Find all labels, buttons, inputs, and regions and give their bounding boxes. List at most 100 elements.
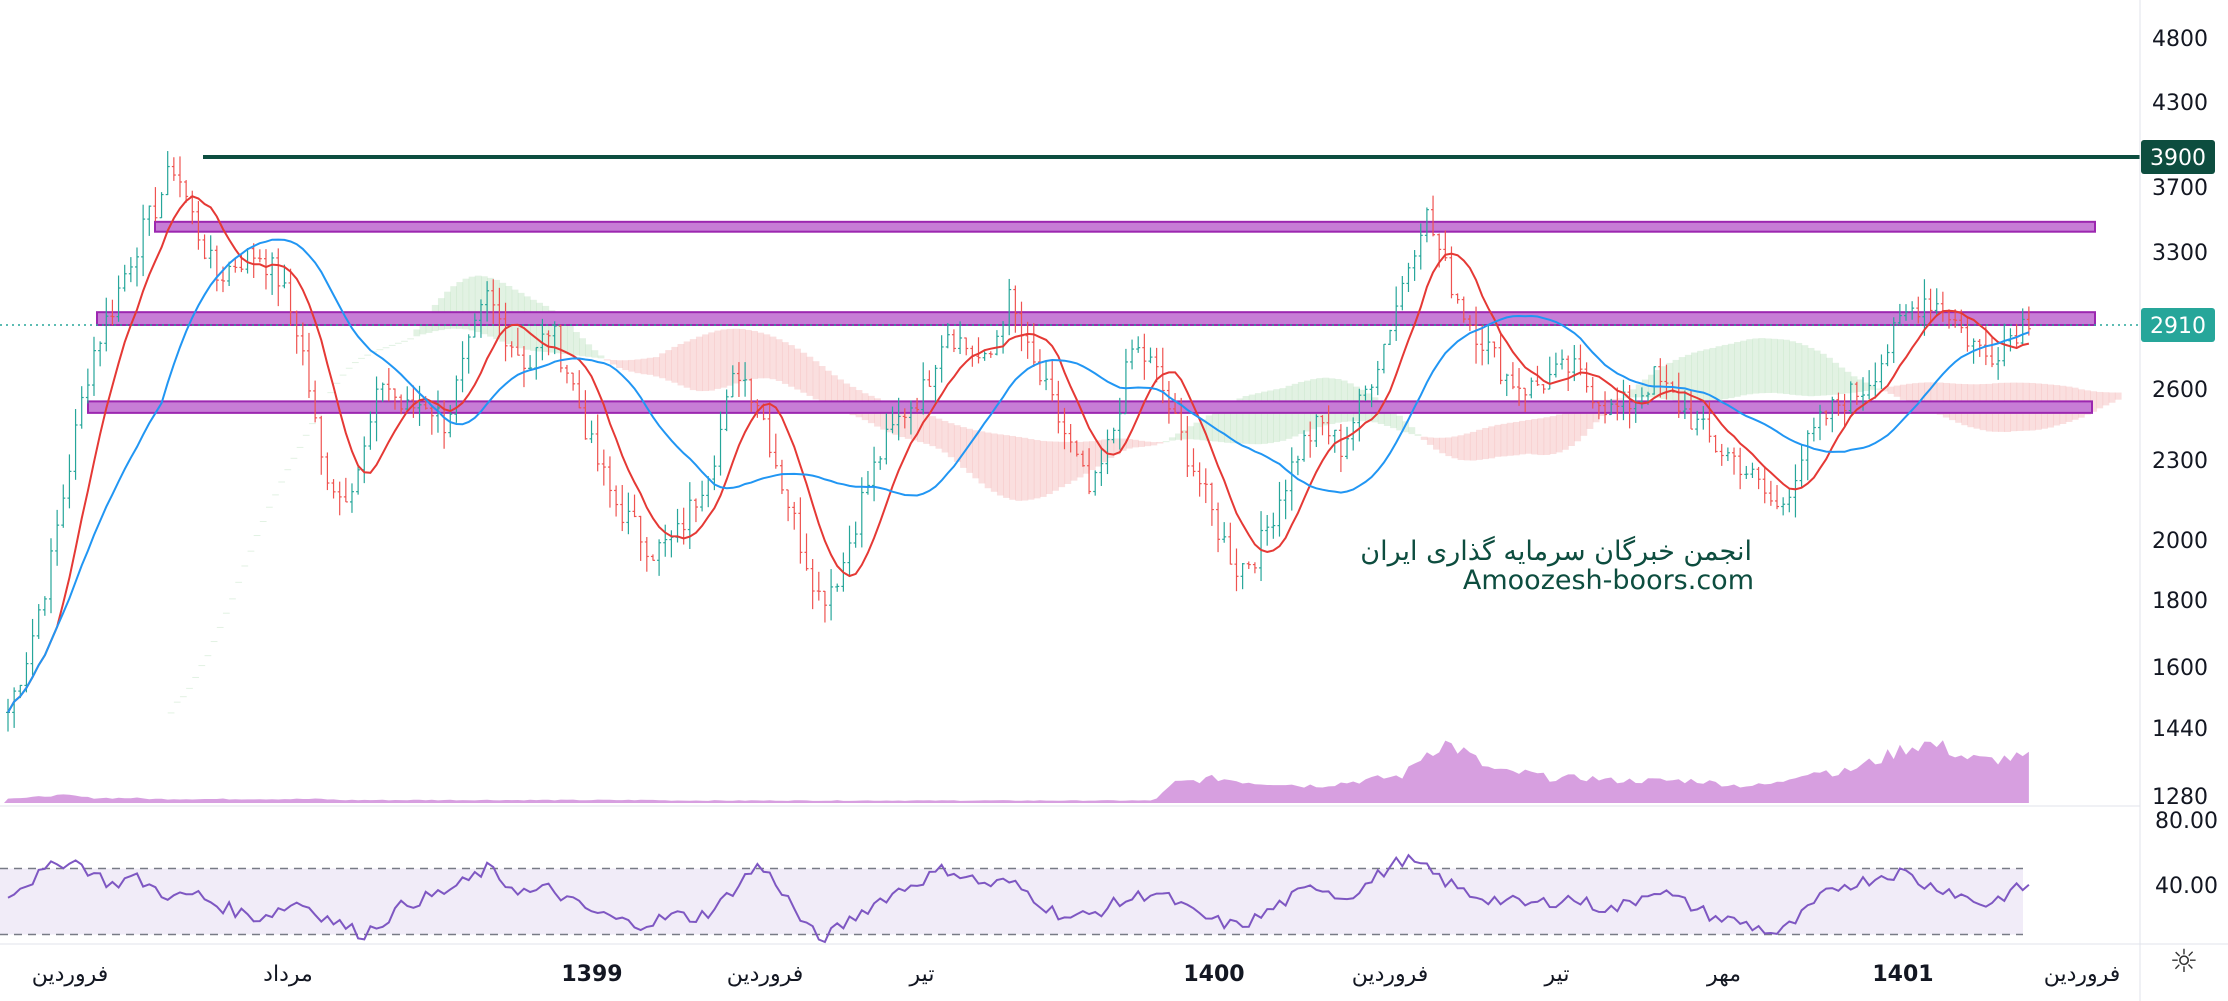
cloud-segment: [333, 382, 341, 384]
time-tick-label: فروردین: [2044, 962, 2121, 987]
cloud-segment: [714, 330, 722, 389]
cloud-segment: [1789, 341, 1797, 395]
volume-area: [4, 740, 2029, 803]
cloud-segment: [886, 402, 894, 433]
cloud-segment: [898, 405, 906, 438]
cloud-segment: [216, 626, 224, 628]
cloud-segment: [837, 379, 844, 411]
cloud-segment: [1242, 396, 1250, 444]
cloud-segment: [1807, 347, 1815, 397]
cloud-segment: [1064, 441, 1072, 484]
cloud-segment: [1672, 359, 1680, 401]
cloud-segment: [824, 370, 832, 406]
cloud-segment: [788, 345, 795, 387]
cloud-segment: [616, 360, 623, 368]
cloud-segment: [1211, 411, 1219, 442]
cloud-segment: [388, 344, 396, 346]
cloud-segment: [591, 350, 599, 358]
cloud-segment: [1396, 415, 1403, 431]
price-tick-label: 1280: [2152, 785, 2208, 810]
cloud-segment: [1777, 339, 1784, 394]
cloud-segment: [843, 383, 851, 414]
volume-fill: [4, 740, 2029, 803]
cloud-segment: [1267, 390, 1274, 444]
cloud-segment: [1162, 441, 1170, 443]
cloud-segment: [757, 332, 765, 379]
cloud-segment: [794, 348, 801, 390]
cloud-segment: [413, 329, 421, 337]
cloud-segment: [272, 494, 279, 496]
time-tick-label: 1401: [1872, 962, 1933, 987]
cloud-segment: [732, 328, 740, 384]
cloud-segment: [1666, 362, 1674, 400]
current-price-badge: [2141, 308, 2215, 342]
price-tick-label: 3300: [2152, 241, 2208, 266]
resistance-price-label: 3900: [2150, 146, 2206, 171]
cloud-segment: [1543, 417, 1551, 455]
cloud-segment: [941, 420, 949, 453]
cloud-segment: [1046, 441, 1053, 495]
cloud-segment: [1082, 441, 1090, 474]
cloud-segment: [1144, 441, 1152, 447]
cloud-segment: [966, 428, 973, 473]
cloud-segment: [1156, 441, 1164, 444]
cloud-segment: [382, 347, 390, 349]
cloud-segment: [1199, 419, 1207, 441]
cloud-segment: [1451, 436, 1459, 459]
cloud-segment: [1236, 398, 1244, 444]
cloud-segment: [720, 329, 728, 388]
cloud-segment: [1684, 354, 1692, 402]
cloud-segment: [351, 362, 359, 364]
cloud-segment: [548, 310, 556, 353]
cloud-segment: [1641, 379, 1649, 398]
cloud-segment: [1457, 435, 1465, 461]
cloud-segment: [1740, 340, 1747, 396]
cloud-segment: [1279, 388, 1287, 441]
cloud-segment: [1119, 438, 1127, 451]
cloud-segment: [1273, 389, 1281, 443]
cloud-segment: [339, 374, 347, 376]
time-tick-label: تیر: [1544, 962, 1570, 987]
cloud-segment: [1506, 422, 1514, 456]
cloud-segment: [265, 506, 273, 508]
cloud-segment: [1224, 404, 1231, 443]
price-tick-label: 2300: [2152, 449, 2208, 474]
time-axis[interactable]: فروردین مرداد 1399 فروردین تیر 1400 فروردین تیر…: [32, 962, 2121, 987]
cloud-segment: [566, 325, 574, 355]
cloud-segment: [812, 361, 820, 400]
cloud-segment: [1555, 414, 1563, 453]
cloud-segment: [1482, 427, 1489, 460]
cloud-segment: [560, 320, 568, 355]
cloud-segment: [923, 413, 930, 444]
cloud-segment: [1076, 441, 1084, 478]
cloud-segment: [1746, 339, 1754, 395]
cloud-segment: [622, 360, 629, 371]
cloud-segment: [1531, 419, 1539, 455]
cloud-segment: [1132, 439, 1139, 448]
rsi-tick-label: 40.00: [2155, 874, 2218, 899]
cloud-segment: [1906, 383, 1913, 403]
cloud-segment: [763, 334, 771, 379]
cloud-segment: [1727, 343, 1735, 399]
cloud-segment: [192, 676, 200, 678]
cloud-segment: [1801, 345, 1809, 396]
cloud-segment: [1869, 385, 1876, 390]
cloud-segment: [358, 357, 365, 359]
candles: [6, 151, 2031, 732]
time-tick-label: تیر: [909, 962, 935, 987]
price-axis[interactable]: 4800 4300 3700 3300 2600 2300 2000 1800 1600 1440…: [2141, 27, 2215, 810]
cloud-segment: [1476, 429, 1483, 460]
cloud-segment: [253, 535, 261, 537]
cloud-segment: [1525, 419, 1532, 454]
cloud-segment: [1770, 338, 1778, 393]
cloud-segment: [1248, 394, 1256, 445]
time-tick-label: 1400: [1183, 962, 1244, 987]
watermark-title: انجمن خبرگان سرمایه گذاری ایران: [1360, 535, 1752, 567]
settings-icon[interactable]: ☼: [2169, 942, 2199, 980]
cloud-segment: [1414, 434, 1422, 436]
cloud-segment: [468, 276, 476, 331]
cloud-segment: [1261, 391, 1268, 444]
cloud-segment: [1150, 442, 1158, 446]
price-tick-label: 3700: [2152, 176, 2208, 201]
